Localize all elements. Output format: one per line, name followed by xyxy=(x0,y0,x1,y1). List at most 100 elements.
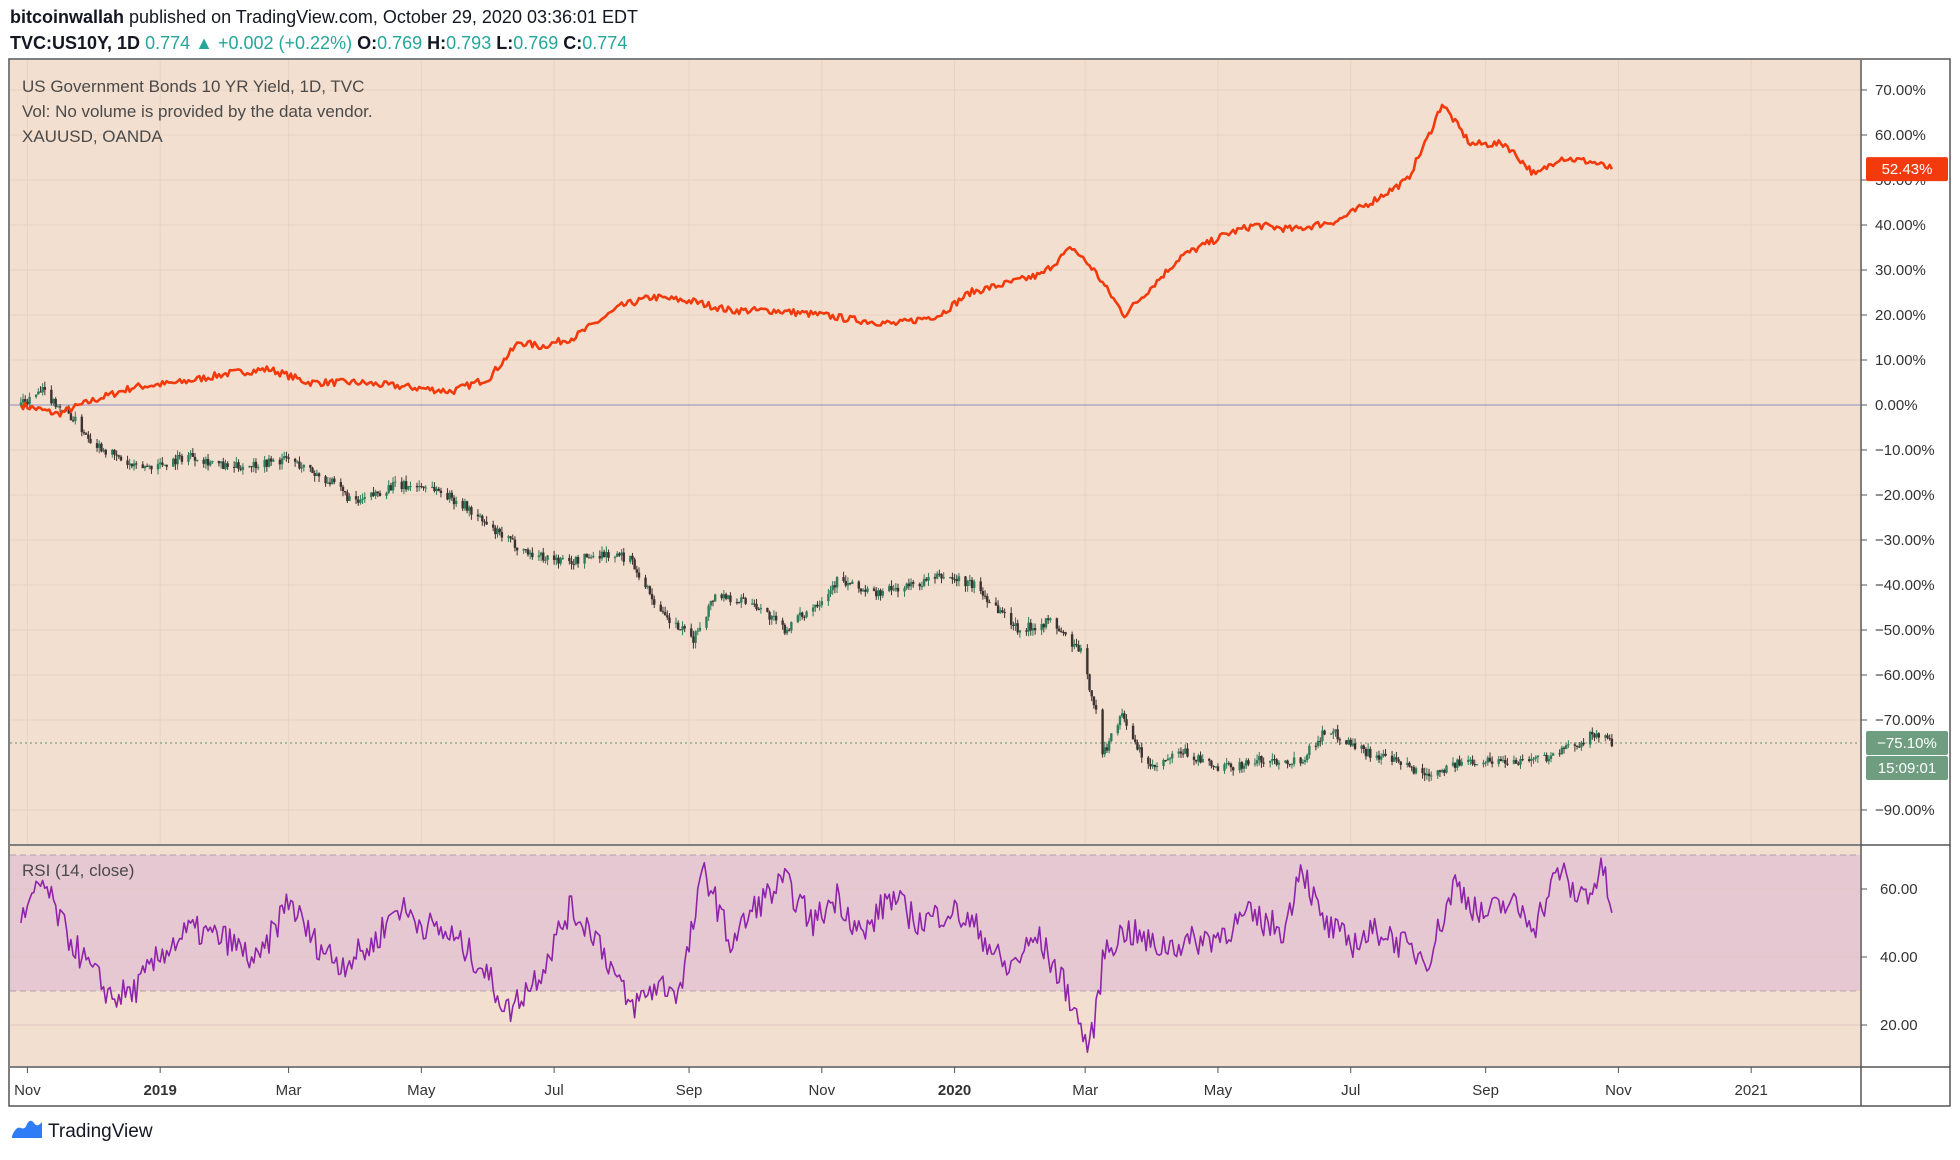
candle-body xyxy=(195,459,199,461)
candle-body xyxy=(674,622,678,624)
candle-body xyxy=(1608,738,1611,740)
candle-body xyxy=(1290,763,1294,765)
candle-body xyxy=(633,559,636,570)
candle-body xyxy=(1473,764,1476,766)
candle-body xyxy=(1551,753,1555,756)
candle-body xyxy=(968,579,972,581)
candle-body xyxy=(481,515,484,522)
candle-body xyxy=(158,462,162,464)
candle-body xyxy=(1105,747,1109,751)
candle-body xyxy=(232,466,236,468)
price-tick-label: 10.00% xyxy=(1875,352,1926,369)
rsi-axis[interactable]: 60.00 40.00 20.00 xyxy=(1861,881,1918,1034)
tradingview-logo-icon[interactable] xyxy=(10,1118,44,1146)
time-axis[interactable]: Nov 2019 Mar May Jul Sep Nov 2020 Mar May Jul Sep No… xyxy=(14,1067,1768,1099)
candle-body xyxy=(374,491,377,496)
candle-body xyxy=(605,552,608,558)
price-tick-label: 70.00% xyxy=(1875,82,1926,99)
candle-body xyxy=(905,583,908,589)
candle-body xyxy=(1194,759,1198,762)
candle-body xyxy=(1216,766,1220,771)
candle-body xyxy=(313,473,316,476)
candle-body xyxy=(496,528,499,535)
candle-body xyxy=(156,463,160,470)
candle-body xyxy=(24,399,27,402)
candle-body xyxy=(531,552,534,558)
candle-body xyxy=(805,611,808,617)
candle-body xyxy=(587,557,591,559)
candle-body xyxy=(1140,747,1143,758)
candle-body xyxy=(1595,733,1598,738)
candle-body xyxy=(248,466,251,468)
candle-body xyxy=(879,590,882,596)
price-axis[interactable]: 70.00%60.00%50.00%40.00%30.00%20.00%10.0… xyxy=(1861,82,1935,819)
candle-body xyxy=(1101,709,1104,755)
candle-body xyxy=(896,587,900,592)
candle-body xyxy=(1427,773,1431,777)
candle-body xyxy=(705,616,708,628)
candle-body xyxy=(148,465,151,467)
candle-body xyxy=(511,538,514,540)
candle-body xyxy=(1305,755,1309,761)
price-tick-label: 0.00% xyxy=(1875,397,1918,414)
candle-body xyxy=(189,453,192,455)
candle-body xyxy=(668,617,671,624)
rsi-grid xyxy=(10,888,1860,1026)
candle-body xyxy=(1107,741,1111,751)
candle-body xyxy=(1268,760,1272,763)
price-tick-label: 20.00% xyxy=(1875,307,1926,324)
candle-body xyxy=(851,581,854,585)
rsi-tick-label: 60.00 xyxy=(1880,881,1918,898)
candle-body xyxy=(1229,763,1233,768)
candle-body xyxy=(176,455,179,465)
candle-body xyxy=(341,486,345,492)
candle-body xyxy=(1438,770,1442,773)
candle-body xyxy=(1549,755,1553,759)
xau-last-badge: 52.43% xyxy=(1866,157,1948,182)
candle-body xyxy=(1275,759,1278,765)
candle-body xyxy=(450,492,454,498)
candle-body xyxy=(161,462,164,465)
candle-body xyxy=(226,463,229,467)
candle-body xyxy=(920,585,924,587)
candle-body xyxy=(385,492,388,496)
candle-body xyxy=(1223,764,1226,771)
candle-body xyxy=(1055,618,1059,629)
candle-body xyxy=(71,420,75,422)
candle-body xyxy=(187,454,190,462)
candle-body xyxy=(755,603,758,610)
candle-body xyxy=(735,602,739,604)
candle-body xyxy=(448,492,451,500)
author-name[interactable]: bitcoinwallah xyxy=(10,7,125,27)
footer-brand[interactable]: TradingView xyxy=(48,1121,153,1143)
candle-body xyxy=(683,626,686,629)
candle-body xyxy=(729,595,732,603)
candle-body xyxy=(463,501,467,509)
candle-body xyxy=(981,591,985,596)
candle-body xyxy=(1164,760,1167,762)
time-tick-label: 2021 xyxy=(1734,1082,1767,1099)
candle-body xyxy=(888,585,891,592)
candle-body xyxy=(1090,690,1093,697)
candle-body xyxy=(206,458,210,466)
candle-body xyxy=(300,467,303,469)
candle-body xyxy=(1049,618,1052,621)
candle-body xyxy=(1536,755,1540,758)
candle-body xyxy=(102,449,105,452)
candle-body xyxy=(737,602,741,604)
candle-body xyxy=(864,589,867,592)
candle-body xyxy=(1425,773,1429,776)
candle-body xyxy=(1488,757,1492,762)
candle-body xyxy=(1421,768,1424,774)
candle-body xyxy=(842,577,845,581)
candle-body xyxy=(69,413,73,421)
candle-body xyxy=(1499,759,1503,762)
candle-body xyxy=(572,563,575,565)
candle-body xyxy=(542,552,545,561)
candle-body xyxy=(1390,755,1394,762)
candle-body xyxy=(1308,745,1311,756)
candle-body xyxy=(1606,735,1609,739)
candle-body xyxy=(1410,766,1413,768)
candle-body xyxy=(330,478,334,485)
